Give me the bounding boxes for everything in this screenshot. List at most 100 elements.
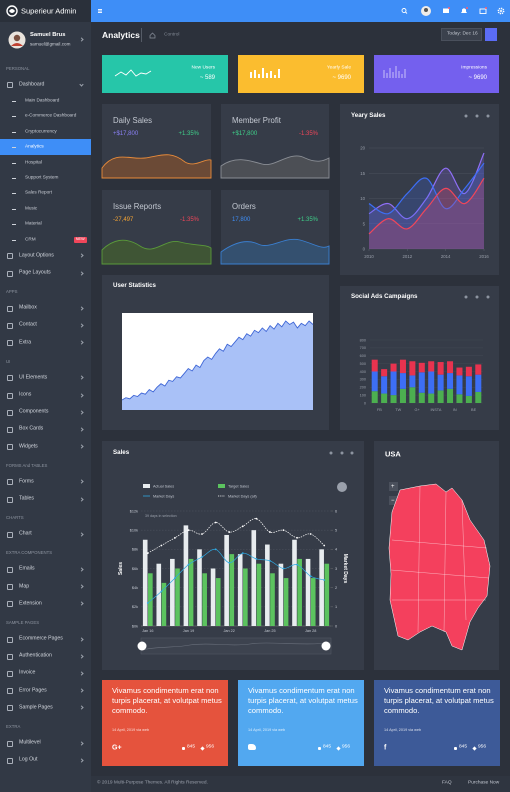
submenu-dash xyxy=(12,193,16,194)
like-count[interactable]: 845 xyxy=(323,744,332,750)
menu-item[interactable]: Box Cards xyxy=(19,425,44,432)
submenu-item[interactable]: Main Dashboard xyxy=(25,97,60,103)
section-title: CHARTS xyxy=(6,514,24,520)
menu-item[interactable]: Widgets xyxy=(19,442,38,449)
menu-item[interactable]: Multilevel xyxy=(19,739,41,746)
search-icon[interactable] xyxy=(401,8,408,14)
menu-icon xyxy=(7,531,13,538)
stat-value: ~ 9690 xyxy=(468,74,487,81)
menu-item[interactable]: UI Elements xyxy=(19,374,48,381)
menu-icon xyxy=(7,375,13,382)
menu-item[interactable]: Ecommerce Pages xyxy=(19,635,63,642)
menu-item[interactable]: Forms xyxy=(19,478,34,485)
footer-link[interactable]: FAQ xyxy=(442,780,452,786)
submenu-item[interactable]: Hospital xyxy=(25,159,42,165)
gift-icon[interactable] xyxy=(479,8,487,14)
breadcrumb[interactable]: Control xyxy=(164,32,180,38)
stat-label: Yearly Sale xyxy=(326,65,351,71)
mail-icon[interactable] xyxy=(443,8,449,14)
submenu-dash xyxy=(12,100,16,102)
home-icon[interactable] xyxy=(149,32,156,39)
share-icon xyxy=(200,745,205,751)
menu-icon xyxy=(7,705,13,712)
submenu-item[interactable]: e-Commerce Dashboard xyxy=(25,112,77,118)
menu-item[interactable]: Components xyxy=(19,408,49,415)
submenu-item[interactable]: Sales Report xyxy=(25,189,53,195)
submenu-dash xyxy=(12,162,16,164)
stat-value: ~ 9690 xyxy=(332,74,351,81)
section-title: FORMS And TABLES xyxy=(6,462,48,468)
menu-item[interactable]: Mailbox xyxy=(19,304,37,311)
menu-icon xyxy=(7,757,13,764)
share-count[interactable]: 956 xyxy=(478,744,487,750)
user-name: Samuel Brus xyxy=(30,32,66,39)
submenu-item[interactable]: Music xyxy=(25,205,38,211)
share-count[interactable]: 956 xyxy=(342,744,351,750)
card-title: Sales xyxy=(113,448,130,456)
stat-label: New Users xyxy=(191,65,215,71)
menu-item[interactable]: Log Out xyxy=(19,756,38,763)
menu-icon xyxy=(7,305,13,312)
menu-item[interactable]: Extension xyxy=(19,600,42,607)
brand-bar xyxy=(0,0,91,22)
badge: NEW xyxy=(75,236,85,241)
section-title: EXTRA xyxy=(6,723,21,729)
network-icon xyxy=(248,744,256,750)
menu-icon xyxy=(7,566,13,573)
like-count[interactable]: 845 xyxy=(459,744,468,750)
post-text: Vivamus condimentum erat non turpis plac… xyxy=(112,686,222,715)
menu-item[interactable]: Tables xyxy=(19,495,34,502)
submenu-item[interactable]: CRM xyxy=(25,236,36,242)
bell-icon[interactable] xyxy=(461,8,467,13)
mini-card xyxy=(102,190,211,264)
menu-icon xyxy=(7,426,13,433)
user-menu-arrow[interactable] xyxy=(79,37,84,42)
menu-arrow xyxy=(79,410,84,415)
menu-arrow xyxy=(79,671,84,676)
footer-link[interactable]: Purchase Now xyxy=(468,780,500,786)
submenu-item[interactable]: Support System xyxy=(25,174,59,180)
post-text: Vivamus condimentum erat non turpis plac… xyxy=(384,686,494,715)
menu-item[interactable]: Map xyxy=(19,582,30,589)
like-count[interactable]: 845 xyxy=(187,744,196,750)
menu-item[interactable]: Contact xyxy=(19,321,37,328)
menu-arrow xyxy=(79,705,84,710)
menu-item[interactable]: Icons xyxy=(19,391,32,398)
menu-item[interactable]: Emails xyxy=(19,565,35,572)
menu-icon xyxy=(7,653,13,660)
user-avatar[interactable] xyxy=(8,31,26,49)
like-icon xyxy=(454,746,457,750)
social-ads-card xyxy=(340,286,499,430)
menu-item[interactable]: Dashboard xyxy=(19,80,45,87)
menu-item[interactable]: Page Layouts xyxy=(19,269,51,276)
badge-bg xyxy=(74,236,87,243)
date-toggle[interactable] xyxy=(485,28,497,41)
menu-icon xyxy=(7,496,13,503)
menu-item[interactable]: Error Pages xyxy=(19,686,47,693)
date-button[interactable] xyxy=(441,28,482,41)
like-icon xyxy=(182,746,185,750)
menu-arrow xyxy=(79,584,84,589)
menu-toggle[interactable] xyxy=(98,9,102,13)
bell-dot xyxy=(466,7,468,9)
zoom-out-label: − xyxy=(391,497,395,504)
menu-item[interactable]: Extra xyxy=(19,338,32,345)
submenu-item[interactable]: Material xyxy=(25,220,42,226)
stat-label: Impressions xyxy=(461,65,487,71)
share-count[interactable]: 956 xyxy=(206,744,215,750)
menu-item[interactable]: Chart xyxy=(19,530,32,537)
avatar-icon[interactable] xyxy=(421,6,431,16)
settings-icon[interactable] xyxy=(497,7,505,15)
mini-value: -27,497 xyxy=(113,217,134,223)
submenu-item[interactable]: Cryptocurrency xyxy=(25,128,57,134)
submenu-item[interactable]: Analytics xyxy=(25,143,44,149)
menu-item[interactable]: Authentication xyxy=(19,652,52,659)
mini-card xyxy=(221,190,329,264)
footer xyxy=(91,776,510,792)
mini-change: +1.35% xyxy=(297,217,318,223)
menu-icon xyxy=(7,636,13,643)
menu-item[interactable]: Invoice xyxy=(19,669,36,676)
menu-item[interactable]: Sample Pages xyxy=(19,704,53,711)
menu-item[interactable]: Layout Options xyxy=(19,252,54,259)
menu-arrow xyxy=(79,601,84,606)
